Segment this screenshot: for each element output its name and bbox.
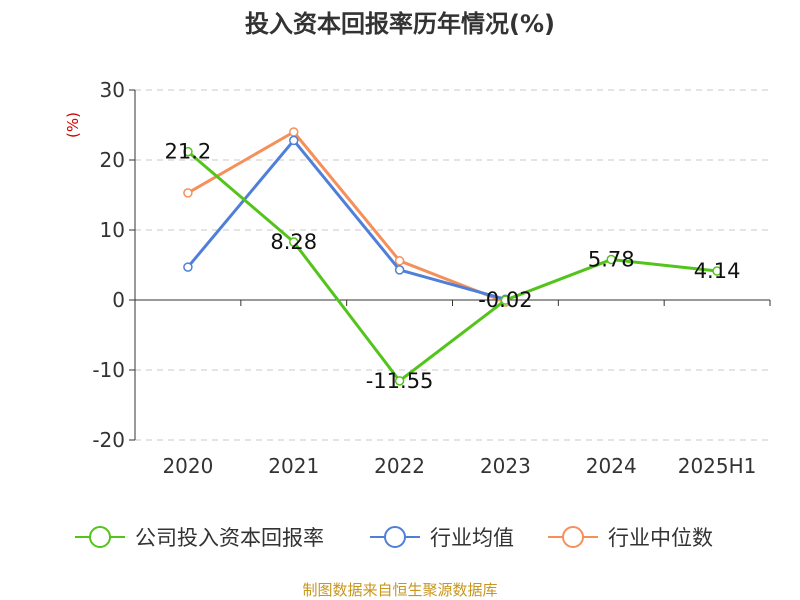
legend-label: 行业中位数 <box>608 526 713 550</box>
data-point <box>289 237 299 247</box>
x-tick-label: 2023 <box>480 454 531 478</box>
data-point <box>183 146 193 157</box>
axes: 30 20 10 0 -10 -20 2020 2021 2022 2023 2024 2025H1 <box>92 78 771 478</box>
x-tick-label: 2025H1 <box>678 454 757 478</box>
source-note: 制图数据来自恒生聚源数据库 <box>302 581 497 599</box>
data-label: 4.14 <box>694 259 741 283</box>
data-point <box>183 188 193 198</box>
data-label: -0.02 <box>478 288 532 312</box>
data-point <box>712 266 722 276</box>
legend-label: 行业均值 <box>430 526 514 550</box>
y-tick-label: -10 <box>92 358 125 382</box>
x-tick-label: 2020 <box>162 454 213 478</box>
legend-marker <box>89 526 111 548</box>
y-axis-unit: (%) <box>64 112 82 138</box>
data-point <box>500 295 511 305</box>
y-tick-label: 20 <box>100 148 125 172</box>
y-tick-label: 30 <box>100 78 125 102</box>
series-layer <box>183 127 722 386</box>
data-point <box>289 135 299 146</box>
series-line <box>187 130 506 304</box>
data-label: 5.78 <box>588 248 635 272</box>
data-point <box>394 256 405 266</box>
series-line <box>186 150 718 383</box>
data-point <box>289 127 299 137</box>
data-label: -11.55 <box>366 369 434 393</box>
legend-marker <box>562 526 584 548</box>
data-point <box>606 254 616 265</box>
data-label: 21.2 <box>165 140 212 164</box>
data-point <box>394 376 405 386</box>
y-tick-label: 10 <box>100 218 125 242</box>
y-tick-label: 0 <box>112 288 125 312</box>
y-tick-label: -20 <box>92 428 125 452</box>
chart-title: 投入资本回报率历年情况(%) <box>245 10 555 38</box>
legend-label: 公司投入资本回报率 <box>135 526 324 550</box>
gridlines <box>135 89 770 441</box>
data-labels: 21.2 8.28 -11.55 -0.02 5.78 4.14 <box>165 140 741 393</box>
data-label: 8.28 <box>270 230 317 254</box>
data-point <box>183 262 193 272</box>
data-point <box>394 265 405 275</box>
x-tick-label: 2022 <box>374 454 425 478</box>
legend: 公司投入资本回报率 行业均值 行业中位数 <box>75 526 713 550</box>
x-tick-label: 2021 <box>268 454 319 478</box>
series-line <box>186 138 506 301</box>
x-tick-label: 2024 <box>586 454 637 478</box>
legend-marker <box>384 526 406 548</box>
